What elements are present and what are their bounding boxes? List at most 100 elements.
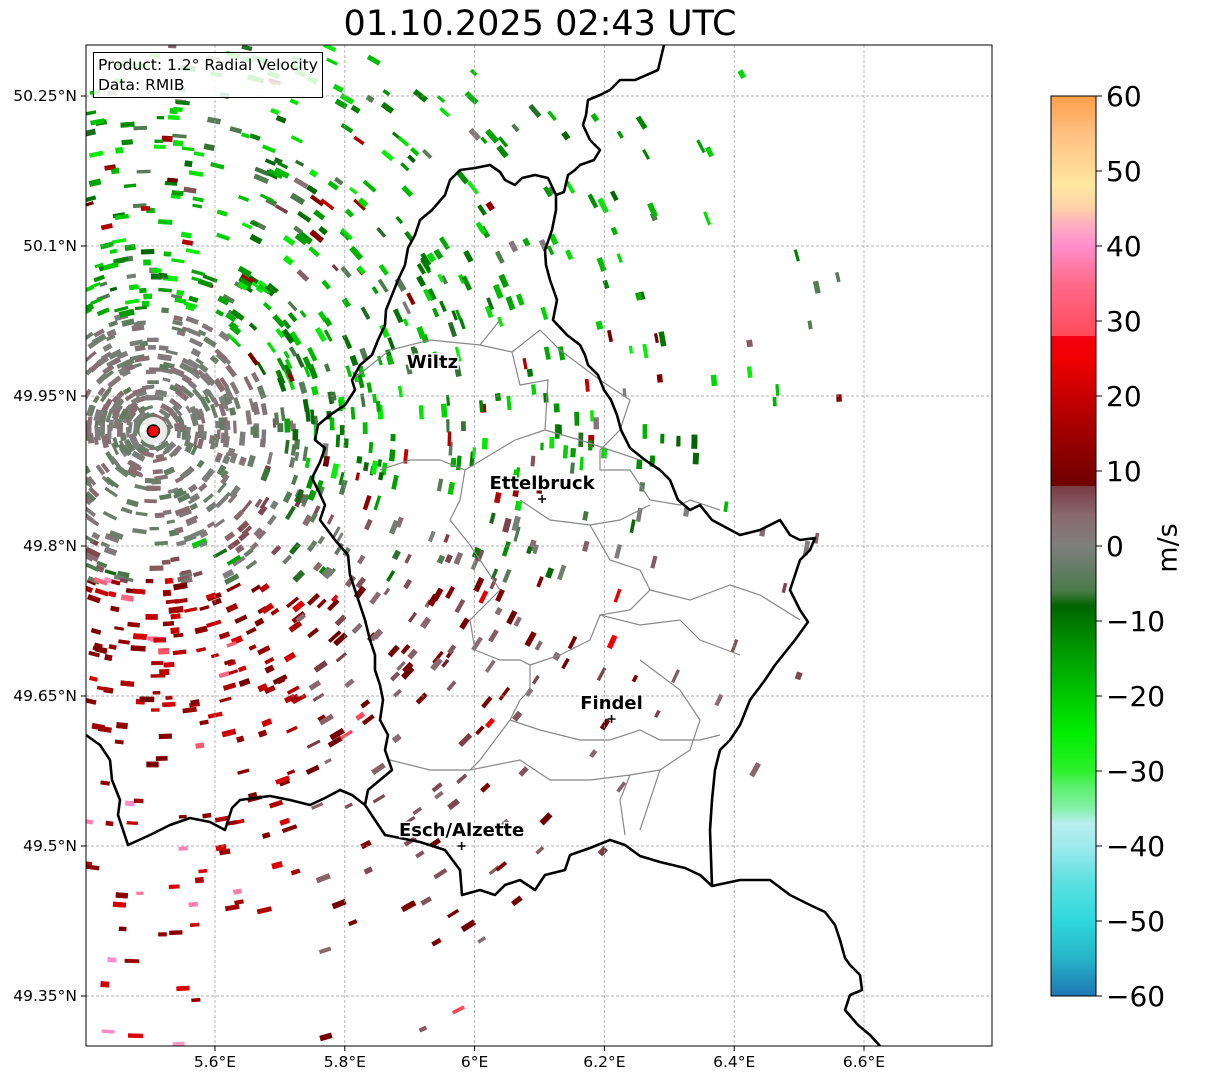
echo-cell bbox=[164, 441, 177, 454]
echo-cell bbox=[86, 511, 95, 523]
echo-cell bbox=[176, 985, 190, 992]
echo-cell bbox=[403, 449, 409, 464]
echo-cell bbox=[106, 476, 120, 489]
echo-cell bbox=[115, 146, 124, 154]
radar-echo-field bbox=[86, 45, 842, 1046]
echo-cell bbox=[710, 374, 718, 387]
city-label: Esch/Alzette bbox=[399, 820, 524, 841]
echo-cell bbox=[412, 89, 428, 103]
echo-cell bbox=[344, 575, 357, 588]
echo-cell bbox=[703, 211, 712, 226]
echo-cell bbox=[393, 688, 403, 698]
echo-cell bbox=[283, 235, 296, 246]
echo-cell bbox=[284, 358, 293, 370]
echo-cell bbox=[396, 661, 406, 671]
echo-cell bbox=[162, 621, 175, 627]
echo-cell bbox=[366, 54, 381, 66]
echo-cell bbox=[181, 146, 195, 152]
echo-cell bbox=[256, 361, 267, 376]
echo-cell bbox=[548, 233, 559, 246]
echo-cell bbox=[100, 410, 108, 425]
echo-cell bbox=[597, 846, 608, 857]
echo-cell bbox=[371, 762, 386, 775]
echo-cell bbox=[307, 627, 319, 639]
echo-cell bbox=[464, 90, 479, 105]
echo-cell bbox=[440, 275, 449, 285]
echo-cell bbox=[275, 328, 285, 339]
echo-cell bbox=[582, 510, 589, 521]
echo-cell bbox=[382, 88, 391, 97]
echo-cell bbox=[498, 686, 511, 701]
echo-cell bbox=[277, 423, 284, 433]
echo-cell bbox=[565, 181, 576, 194]
echo-cell bbox=[179, 466, 194, 480]
echo-cell bbox=[376, 227, 387, 238]
echo-cell bbox=[299, 310, 307, 318]
echo-cell bbox=[445, 394, 451, 406]
echo-cell bbox=[162, 509, 172, 516]
echo-cell bbox=[145, 614, 158, 620]
colorbar-tick-label: 40 bbox=[1106, 230, 1142, 263]
echo-cell bbox=[210, 403, 218, 419]
echo-cell bbox=[261, 832, 271, 839]
echo-cell bbox=[401, 666, 415, 680]
echo-cell bbox=[169, 384, 179, 393]
echo-cell bbox=[238, 678, 251, 688]
echo-cell bbox=[241, 45, 253, 52]
echo-cell bbox=[445, 586, 455, 599]
echo-cell bbox=[176, 415, 184, 424]
echo-cell bbox=[274, 167, 290, 179]
echo-cell bbox=[159, 493, 172, 501]
echo-cell bbox=[163, 662, 175, 668]
echo-cell bbox=[793, 249, 800, 262]
echo-cell bbox=[189, 922, 200, 928]
echo-cell bbox=[228, 669, 239, 675]
echo-cell bbox=[219, 377, 230, 389]
echo-cell bbox=[286, 685, 300, 695]
echo-cell bbox=[107, 375, 122, 389]
echo-cell bbox=[515, 293, 525, 306]
colorbar-tick-label: 50 bbox=[1106, 155, 1142, 188]
echo-cell bbox=[197, 329, 207, 337]
echo-cell bbox=[495, 250, 505, 264]
echo-cell bbox=[535, 846, 545, 855]
echo-cell bbox=[199, 372, 213, 386]
echo-cell bbox=[261, 602, 275, 615]
echo-cell bbox=[494, 491, 502, 504]
echo-cell bbox=[103, 262, 119, 271]
echo-cell bbox=[86, 110, 97, 117]
echo-cell bbox=[191, 276, 199, 282]
echo-cell bbox=[511, 474, 518, 489]
echo-cell bbox=[148, 367, 160, 372]
echo-cell bbox=[137, 405, 147, 414]
echo-cell bbox=[127, 422, 133, 434]
echo-cell bbox=[355, 472, 361, 481]
echo-cell bbox=[106, 328, 117, 338]
echo-cell bbox=[353, 135, 365, 146]
echo-cell bbox=[86, 284, 95, 293]
echo-cell bbox=[345, 365, 353, 378]
echo-cell bbox=[746, 366, 753, 378]
echo-cell bbox=[642, 343, 649, 359]
echo-cell bbox=[653, 332, 659, 344]
echo-cell bbox=[129, 339, 144, 347]
echo-cell bbox=[216, 429, 221, 439]
x-tick-label: 6.2°E bbox=[583, 1053, 625, 1071]
echo-cell bbox=[175, 100, 190, 106]
echo-cell bbox=[105, 408, 114, 423]
echo-cell bbox=[294, 451, 300, 461]
echo-cell bbox=[597, 197, 609, 214]
echo-cell bbox=[601, 447, 608, 459]
echo-cell bbox=[153, 637, 166, 643]
echo-cell bbox=[263, 685, 276, 695]
echo-cell bbox=[458, 317, 466, 330]
echo-cell bbox=[268, 799, 284, 809]
echo-cell bbox=[402, 301, 412, 315]
echo-cell bbox=[118, 308, 135, 318]
echo-cell bbox=[616, 781, 627, 793]
echo-cell bbox=[286, 769, 296, 776]
echo-cell bbox=[472, 447, 476, 459]
echo-cell bbox=[269, 500, 279, 510]
echo-cell bbox=[274, 204, 289, 214]
echo-cell bbox=[102, 510, 118, 521]
